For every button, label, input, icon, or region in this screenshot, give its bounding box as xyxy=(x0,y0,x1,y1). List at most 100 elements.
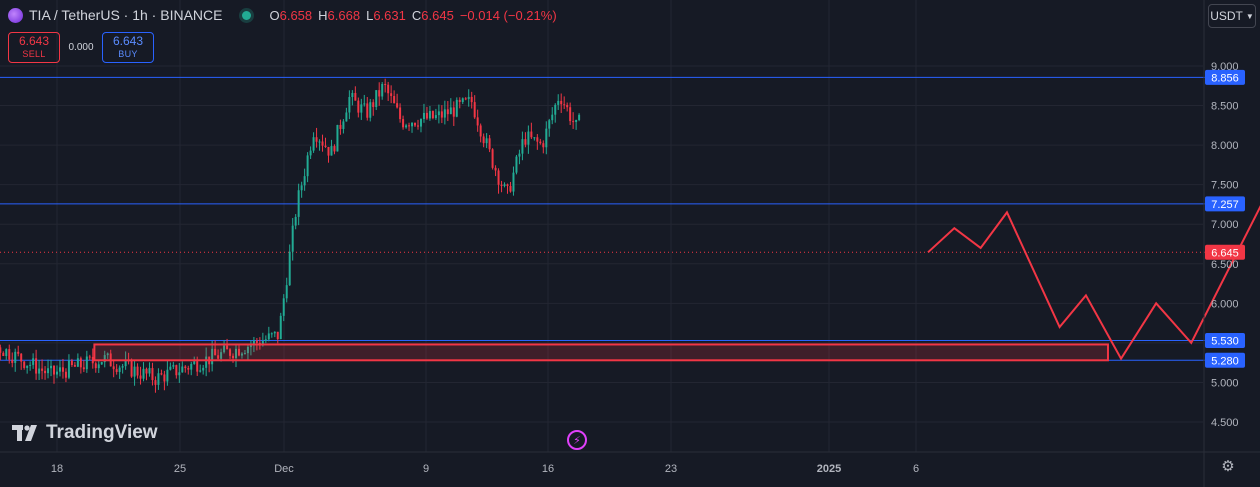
candle-body xyxy=(497,170,500,185)
candle-body xyxy=(306,155,309,177)
candle-body xyxy=(181,366,184,373)
candle-body xyxy=(443,109,446,118)
candle-body xyxy=(255,340,258,343)
candle-body xyxy=(399,107,402,120)
currency-selector[interactable]: USDT ▼ xyxy=(1208,4,1256,28)
candle-body xyxy=(20,353,23,362)
candle-body xyxy=(345,112,348,122)
candle-body xyxy=(494,167,497,171)
candle-body xyxy=(396,103,399,108)
candle-body xyxy=(348,97,351,113)
candle-body xyxy=(414,122,417,126)
candle-body xyxy=(11,359,14,363)
candle-body xyxy=(220,352,223,359)
x-tick-label: 23 xyxy=(665,463,677,475)
candle-body xyxy=(539,141,542,144)
change-value: −0.014 (−0.21%) xyxy=(459,7,557,23)
candle-body xyxy=(121,366,124,368)
candle-body xyxy=(160,373,163,375)
candle-body xyxy=(458,99,461,103)
y-tick-label: 5.000 xyxy=(1211,377,1239,389)
gear-icon[interactable]: ⚙ xyxy=(1221,458,1235,475)
candle-body xyxy=(279,315,282,340)
candle-body xyxy=(29,364,32,366)
candle-body xyxy=(169,366,172,370)
candle-body xyxy=(118,367,121,372)
y-tick-label: 8.000 xyxy=(1211,140,1239,152)
candle-body xyxy=(0,347,2,353)
candle-body xyxy=(163,374,166,382)
candle-body xyxy=(300,185,303,191)
level-label: 5.530 xyxy=(1211,336,1239,348)
candle-body xyxy=(106,353,109,356)
candle-body xyxy=(50,365,53,369)
candle-body xyxy=(58,367,61,372)
candle-body xyxy=(533,137,536,139)
candle-body xyxy=(503,184,506,186)
candle-body xyxy=(217,355,220,359)
projection-path xyxy=(927,205,1260,361)
candle-body xyxy=(17,351,20,354)
candle-body xyxy=(133,366,136,377)
candle-body xyxy=(214,348,217,356)
candle-body xyxy=(97,364,100,369)
candle-body xyxy=(336,124,339,152)
candle-body xyxy=(235,348,238,359)
x-tick-label: 9 xyxy=(423,463,429,475)
candle-body xyxy=(44,370,47,374)
candle-body xyxy=(515,156,518,173)
candle-body xyxy=(470,96,473,103)
candle-body xyxy=(408,125,411,127)
sell-price: 6.643 xyxy=(18,33,50,48)
price-axis: 4.5005.0005.5006.0006.5007.0007.5008.000… xyxy=(1203,0,1245,487)
level-label-bg xyxy=(1205,69,1245,85)
candle-body xyxy=(73,365,76,367)
buy-button[interactable]: 6.643 BUY xyxy=(102,32,154,63)
candle-body xyxy=(47,368,50,374)
sell-button[interactable]: 6.643 SELL xyxy=(8,32,60,63)
symbol-title[interactable]: TIA / TetherUS · 1h · BINANCE xyxy=(29,7,223,23)
candle-body xyxy=(416,125,419,127)
candle-body xyxy=(536,137,539,142)
candle-body xyxy=(172,365,175,367)
candle-body xyxy=(41,368,44,371)
candle-body xyxy=(425,112,428,119)
level-label-bg xyxy=(1205,352,1245,368)
candle-body xyxy=(437,111,440,116)
market-open-icon xyxy=(242,10,252,20)
chevron-down-icon: ▼ xyxy=(1245,11,1254,21)
candle-body xyxy=(312,137,315,151)
candle-body xyxy=(315,137,318,142)
candle-body xyxy=(205,356,208,368)
candle-body xyxy=(38,368,41,374)
candle-body xyxy=(566,104,569,108)
candle-body xyxy=(270,333,273,335)
candle-body xyxy=(506,184,509,186)
candle-body xyxy=(524,139,527,145)
candle-body xyxy=(282,298,285,316)
y-tick-label: 7.000 xyxy=(1211,219,1239,231)
x-tick-label: 25 xyxy=(174,463,186,475)
candle-body xyxy=(157,373,160,385)
sell-label: SELL xyxy=(22,48,46,59)
candle-body xyxy=(342,121,345,129)
candle-body xyxy=(467,96,470,100)
candle-body xyxy=(449,107,452,115)
y-tick-label: 6.000 xyxy=(1211,298,1239,310)
x-tick-label: 18 xyxy=(51,463,63,475)
tradingview-logo[interactable]: TradingView xyxy=(12,422,158,444)
candle-body xyxy=(560,100,563,105)
candle-body xyxy=(557,100,560,105)
candle-body xyxy=(482,136,485,144)
candle-body xyxy=(94,363,97,369)
tradingview-logo-icon xyxy=(12,425,37,441)
candle-body xyxy=(500,184,503,186)
candle-body xyxy=(390,93,393,97)
candle-body xyxy=(387,84,390,94)
candle-body xyxy=(267,333,270,340)
candle-body xyxy=(115,369,118,372)
x-tick-label: 6 xyxy=(913,463,919,475)
lightning-icon[interactable]: ⚡ xyxy=(567,430,587,450)
candle-body xyxy=(249,345,252,347)
